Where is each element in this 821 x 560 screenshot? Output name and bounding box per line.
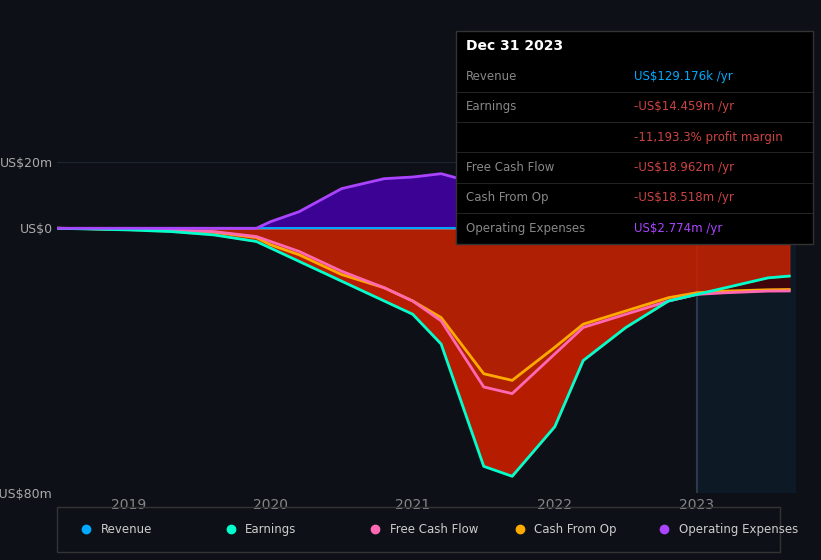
Text: -US$18.518m /yr: -US$18.518m /yr [635, 192, 734, 204]
Text: Free Cash Flow: Free Cash Flow [466, 161, 555, 174]
Text: -US$18.962m /yr: -US$18.962m /yr [635, 161, 734, 174]
Text: Free Cash Flow: Free Cash Flow [390, 522, 478, 536]
Text: US$2.774m /yr: US$2.774m /yr [635, 222, 722, 235]
Text: Operating Expenses: Operating Expenses [466, 222, 585, 235]
Text: Earnings: Earnings [466, 100, 518, 113]
Text: Earnings: Earnings [245, 522, 296, 536]
Text: Cash From Op: Cash From Op [534, 522, 617, 536]
Text: Operating Expenses: Operating Expenses [679, 522, 798, 536]
Text: -11,193.3% profit margin: -11,193.3% profit margin [635, 130, 783, 144]
Text: Dec 31 2023: Dec 31 2023 [466, 39, 563, 53]
Bar [697, 146, 796, 493]
Text: Revenue: Revenue [466, 70, 518, 83]
Text: -US$14.459m /yr: -US$14.459m /yr [635, 100, 734, 113]
Text: US$129.176k /yr: US$129.176k /yr [635, 70, 733, 83]
Text: Cash From Op: Cash From Op [466, 192, 549, 204]
Text: Revenue: Revenue [101, 522, 152, 536]
